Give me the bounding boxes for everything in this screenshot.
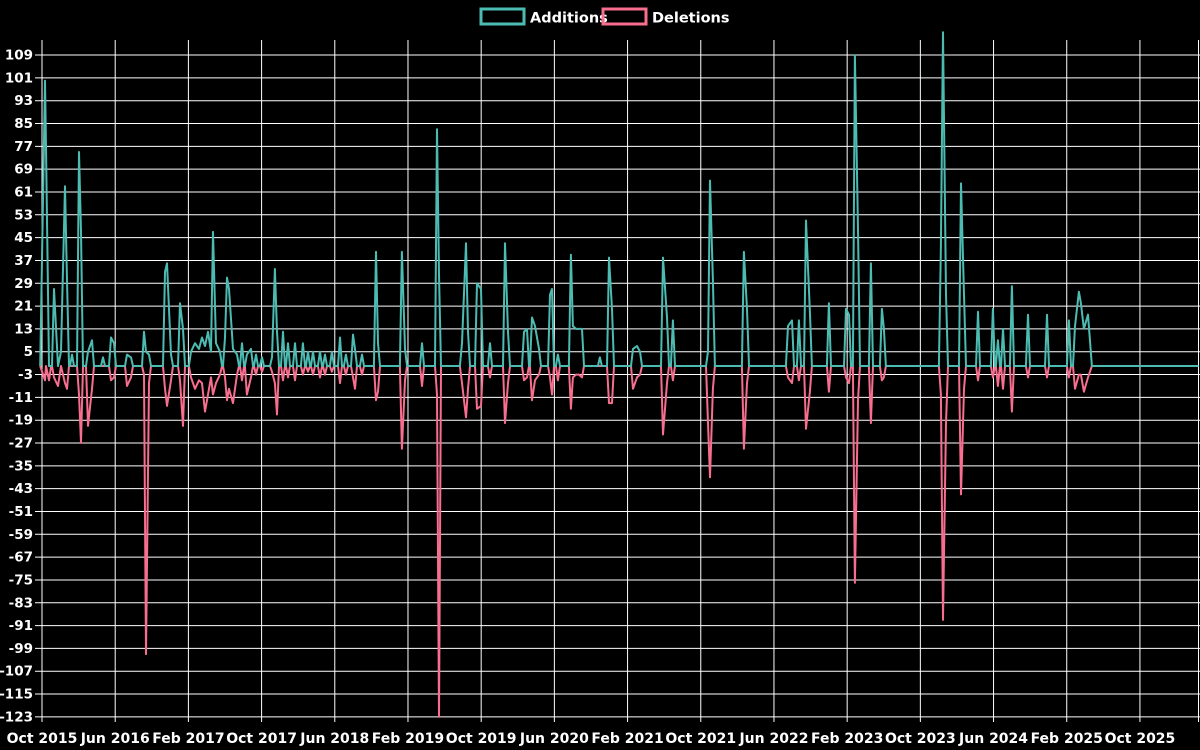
y-tick-label: -115: [0, 687, 33, 703]
x-tick-label: Feb 2023: [811, 731, 883, 747]
x-tick-label: Feb 2025: [1031, 731, 1103, 747]
chart-legend: Additions Deletions: [479, 7, 730, 27]
y-tick-label: -3: [18, 367, 33, 383]
legend-item-deletions[interactable]: Deletions: [601, 7, 730, 27]
x-tick-label: Feb 2019: [372, 731, 444, 747]
y-tick-label: -91: [9, 618, 33, 634]
deletions-line: [39, 365, 1199, 718]
x-tick-label: Jun 2018: [299, 731, 369, 747]
deletions-swatch: [601, 7, 648, 26]
y-tick-label: 93: [14, 93, 33, 109]
x-axis-tick-labels: Oct 2015 Jun 2016 Feb 2017 Oct 2017 Jun 2018…: [7, 731, 1176, 747]
y-tick-label: 69: [14, 162, 33, 178]
y-tick-label: -11: [9, 390, 33, 406]
x-tick-label: Oct 2019: [446, 731, 517, 747]
y-tick-label: -107: [0, 664, 33, 680]
y-tick-label: -59: [9, 527, 33, 543]
data-series: [39, 31, 1199, 718]
x-tick-label: Feb 2021: [591, 731, 663, 747]
y-axis-tick-labels: 109 101 93 85 77 69 61 53 45 37 29 21 13 5 -3 -11 -19 -27…: [0, 48, 33, 726]
y-tick-label: 109: [5, 48, 33, 64]
y-tick-label: -67: [9, 550, 33, 566]
y-tick-label: -75: [9, 572, 33, 588]
y-tick-label: -35: [9, 458, 33, 474]
x-tick-label: Oct 2021: [665, 731, 736, 747]
vertical-gridlines: [41, 40, 1199, 722]
x-tick-label: Jun 2020: [519, 731, 589, 747]
y-tick-label: -19: [9, 413, 33, 429]
y-tick-label: 77: [14, 139, 33, 155]
additions-swatch: [479, 7, 526, 26]
additions-line: [39, 31, 1199, 367]
y-tick-label: -43: [9, 481, 33, 497]
y-tick-label: 29: [14, 276, 33, 292]
y-tick-label: 101: [5, 70, 33, 86]
y-tick-label: 53: [14, 207, 33, 223]
x-tick-label: Jun 2022: [738, 731, 808, 747]
y-tick-label: 45: [14, 230, 33, 246]
y-tick-label: -51: [9, 504, 33, 520]
y-tick-label: 85: [14, 116, 33, 132]
additions-legend-label: Additions: [530, 11, 608, 27]
y-tick-label: 5: [24, 344, 33, 360]
deletions-legend-label: Deletions: [652, 11, 730, 27]
y-tick-label: 61: [14, 184, 33, 200]
y-tick-label: 21: [14, 299, 33, 315]
legend-item-additions[interactable]: Additions: [479, 7, 608, 27]
y-tick-label: -27: [9, 436, 33, 452]
x-tick-label: Oct 2025: [1105, 731, 1176, 747]
x-tick-label: Jun 2016: [80, 731, 150, 747]
x-tick-label: Jun 2024: [958, 731, 1028, 747]
horizontal-gridlines: [35, 54, 1200, 718]
y-tick-label: -123: [0, 709, 33, 725]
y-tick-label: 37: [14, 253, 33, 269]
y-tick-label: -99: [9, 641, 33, 657]
x-tick-label: Feb 2017: [152, 731, 224, 747]
x-tick-label: Oct 2023: [885, 731, 956, 747]
x-tick-label: Oct 2015: [7, 731, 78, 747]
x-tick-label: Oct 2017: [226, 731, 297, 747]
y-tick-label: 13: [14, 321, 33, 337]
y-tick-label: -83: [9, 595, 33, 611]
